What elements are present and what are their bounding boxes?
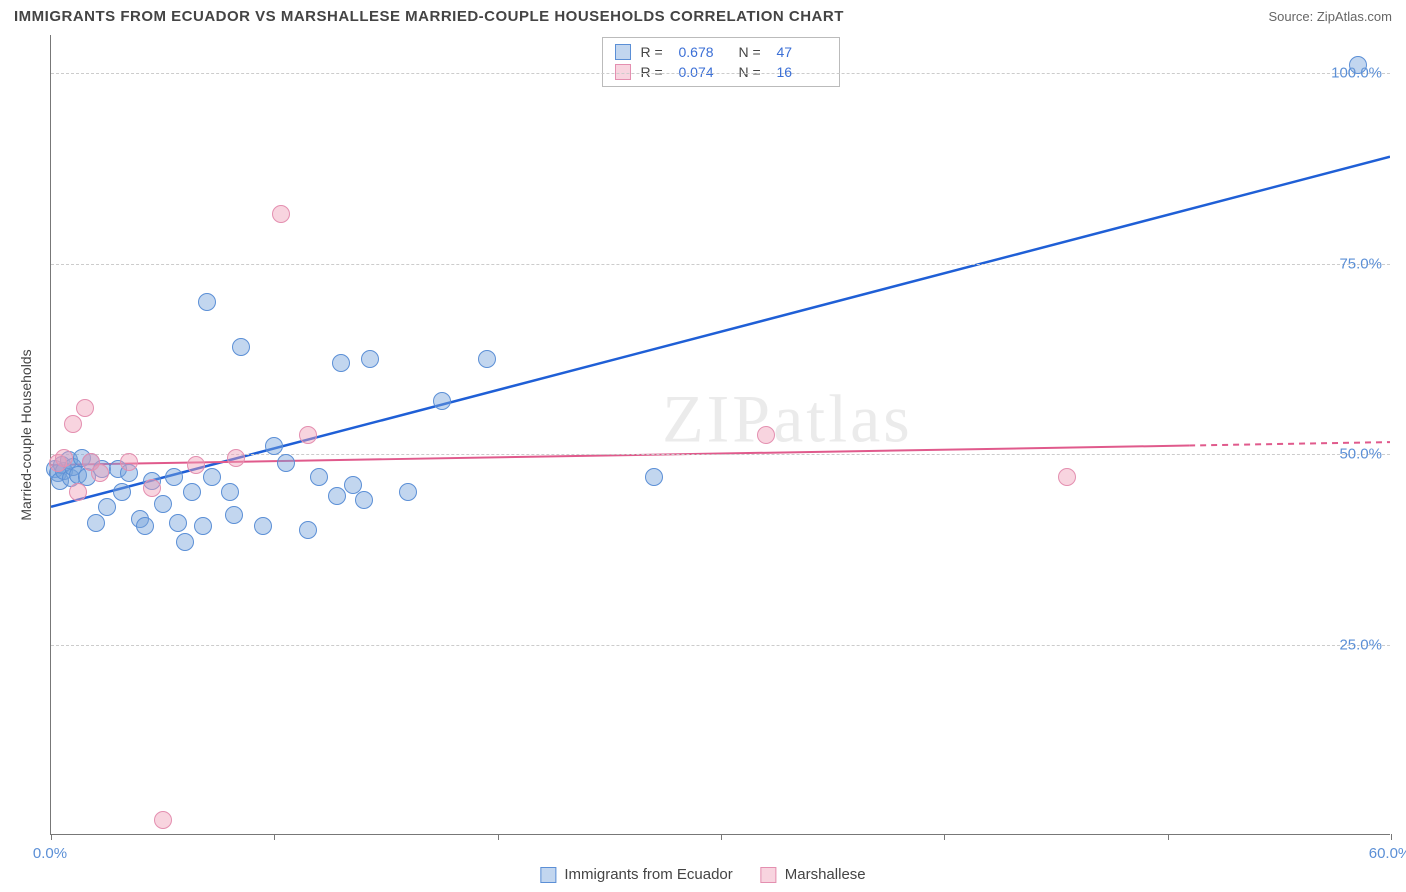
watermark: ZIPatlas [662, 379, 913, 458]
data-point [203, 468, 221, 486]
data-point [254, 517, 272, 535]
plot-area: ZIPatlas R = 0.678 N = 47 R = 0.074 N = … [50, 35, 1390, 835]
n-label: N = [739, 44, 767, 60]
data-point [1349, 56, 1367, 74]
n-value-ecuador: 47 [777, 44, 827, 60]
data-point [299, 426, 317, 444]
data-point [154, 811, 172, 829]
gridline [51, 645, 1390, 646]
data-point [478, 350, 496, 368]
x-tick-label: 0.0% [33, 845, 67, 862]
data-point [165, 468, 183, 486]
x-tick [721, 834, 722, 840]
gridline [51, 264, 1390, 265]
data-point [332, 354, 350, 372]
legend-swatch-ecuador [615, 44, 631, 60]
data-point [136, 517, 154, 535]
data-point [221, 483, 239, 501]
data-point [69, 483, 87, 501]
data-point [232, 338, 250, 356]
x-tick [274, 834, 275, 840]
source-attribution: Source: ZipAtlas.com [1268, 9, 1392, 24]
x-tick-label: 60.0% [1369, 845, 1406, 862]
data-point [433, 392, 451, 410]
chart-container: Married-couple Households ZIPatlas R = 0… [0, 35, 1406, 891]
legend-swatch-marshallese [615, 64, 631, 80]
x-tick [1391, 834, 1392, 840]
data-point [143, 479, 161, 497]
y-tick-label: 25.0% [1339, 636, 1382, 653]
r-value-marshallese: 0.074 [679, 64, 729, 80]
data-point [265, 437, 283, 455]
data-point [310, 468, 328, 486]
data-point [757, 426, 775, 444]
legend-swatch-marshallese-icon [761, 867, 777, 883]
x-tick [944, 834, 945, 840]
data-point [169, 514, 187, 532]
legend-series: Immigrants from Ecuador Marshallese [540, 866, 865, 883]
gridline [51, 454, 1390, 455]
regression-lines [51, 35, 1390, 834]
data-point [355, 491, 373, 509]
data-point [272, 205, 290, 223]
data-point [645, 468, 663, 486]
data-point [91, 464, 109, 482]
gridline [51, 73, 1390, 74]
source-prefix: Source: [1268, 9, 1316, 24]
data-point [227, 449, 245, 467]
x-tick [1168, 834, 1169, 840]
r-value-ecuador: 0.678 [679, 44, 729, 60]
data-point [198, 293, 216, 311]
chart-title: IMMIGRANTS FROM ECUADOR VS MARSHALLESE M… [14, 8, 844, 25]
data-point [113, 483, 131, 501]
legend-label-marshallese: Marshallese [785, 866, 866, 883]
data-point [64, 415, 82, 433]
n-label: N = [739, 64, 767, 80]
legend-swatch-ecuador-icon [540, 867, 556, 883]
data-point [55, 449, 73, 467]
data-point [328, 487, 346, 505]
data-point [1058, 468, 1076, 486]
data-point [87, 514, 105, 532]
n-value-marshallese: 16 [777, 64, 827, 80]
legend-item-marshallese: Marshallese [761, 866, 866, 883]
legend-item-ecuador: Immigrants from Ecuador [540, 866, 732, 883]
source-name: ZipAtlas.com [1317, 9, 1392, 24]
y-axis-label: Married-couple Households [18, 349, 34, 520]
x-tick [498, 834, 499, 840]
legend-stats-row-2: R = 0.074 N = 16 [615, 62, 827, 82]
y-tick-label: 50.0% [1339, 446, 1382, 463]
data-point [225, 506, 243, 524]
data-point [76, 399, 94, 417]
data-point [194, 517, 212, 535]
legend-label-ecuador: Immigrants from Ecuador [564, 866, 732, 883]
data-point [98, 498, 116, 516]
r-label: R = [641, 64, 669, 80]
data-point [277, 454, 295, 472]
header: IMMIGRANTS FROM ECUADOR VS MARSHALLESE M… [0, 0, 1406, 35]
data-point [299, 521, 317, 539]
y-tick-label: 75.0% [1339, 255, 1382, 272]
data-point [361, 350, 379, 368]
legend-stats-box: R = 0.678 N = 47 R = 0.074 N = 16 [602, 37, 840, 87]
x-tick [51, 834, 52, 840]
data-point [187, 456, 205, 474]
data-point [120, 453, 138, 471]
data-point [183, 483, 201, 501]
data-point [154, 495, 172, 513]
r-label: R = [641, 44, 669, 60]
data-point [176, 533, 194, 551]
data-point [399, 483, 417, 501]
legend-stats-row-1: R = 0.678 N = 47 [615, 42, 827, 62]
